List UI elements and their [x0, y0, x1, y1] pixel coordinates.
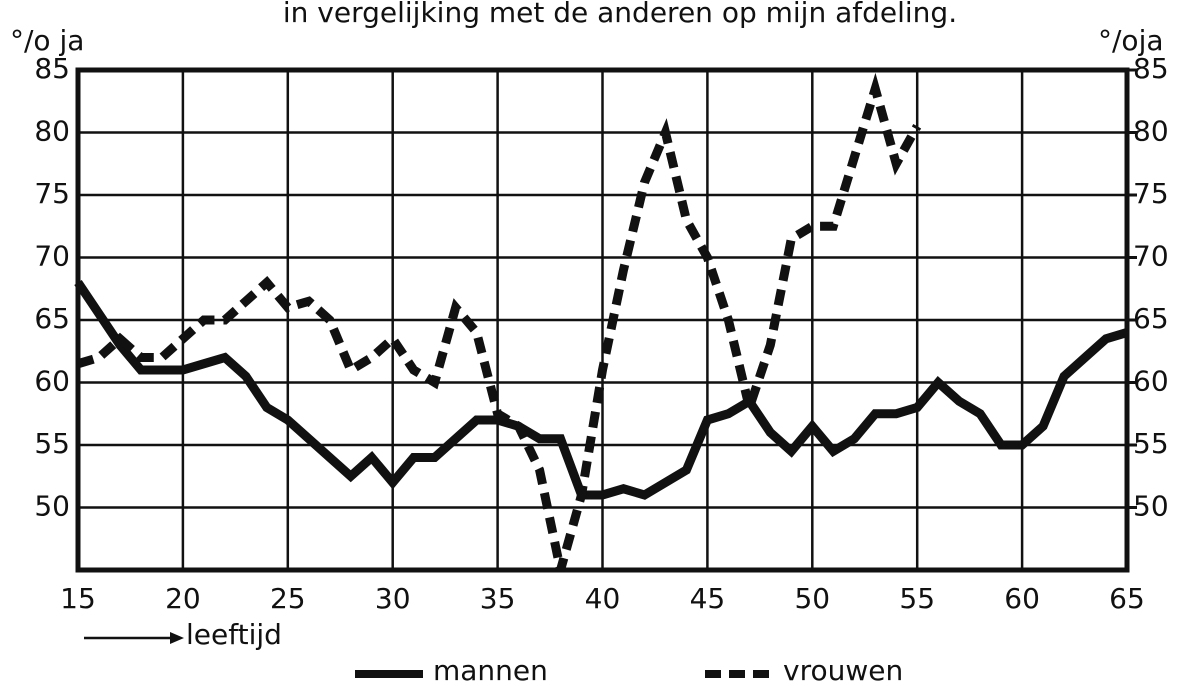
- legend-label: vrouwen: [783, 654, 903, 686]
- y-tick-label: 50: [34, 490, 70, 523]
- y-tick-label: 75: [34, 177, 70, 210]
- legend-label: mannen: [433, 654, 548, 686]
- line-series: [76, 72, 922, 572]
- y-tick-label: 85: [34, 52, 70, 85]
- x-tick-label: 55: [899, 582, 935, 615]
- y2-axis-label: °/oja: [1098, 24, 1164, 57]
- x-tick-label: 60: [1004, 582, 1040, 615]
- y-tick-label: 65: [34, 302, 70, 335]
- x-axis-label: leeftijd: [186, 618, 282, 651]
- y2-tick-label: 65: [1133, 302, 1169, 335]
- y2-tick-label: 60: [1133, 365, 1169, 398]
- y2-tick-label: 75: [1133, 177, 1169, 210]
- y2-tick-label: 80: [1133, 115, 1169, 148]
- x-tick-label: 35: [480, 582, 516, 615]
- y2-tick-label: 50: [1133, 490, 1169, 523]
- x-tick-label: 40: [585, 582, 621, 615]
- y-tick-label: 70: [34, 240, 70, 273]
- x-tick-label: 45: [690, 582, 726, 615]
- y-tick-label: 80: [34, 115, 70, 148]
- x-tick-label: 30: [375, 582, 411, 615]
- plot-frame: [75, 67, 1130, 573]
- x-label-arrowhead: [170, 632, 184, 644]
- y-axis-label: °/o ja: [10, 24, 84, 57]
- line-series: [74, 279, 1129, 500]
- x-tick-label: 65: [1109, 582, 1145, 615]
- y-tick-label: 60: [34, 365, 70, 398]
- x-tick-label: 50: [794, 582, 830, 615]
- x-tick-label: 15: [60, 582, 96, 615]
- x-tick-label: 20: [165, 582, 201, 615]
- y2-tick-label: 70: [1133, 240, 1169, 273]
- y2-tick-label: 55: [1133, 427, 1169, 460]
- y2-tick-label: 85: [1133, 52, 1169, 85]
- x-tick-label: 25: [270, 582, 306, 615]
- y-tick-label: 55: [34, 427, 70, 460]
- chart-title: in vergelijking met de anderen op mijn a…: [283, 0, 957, 29]
